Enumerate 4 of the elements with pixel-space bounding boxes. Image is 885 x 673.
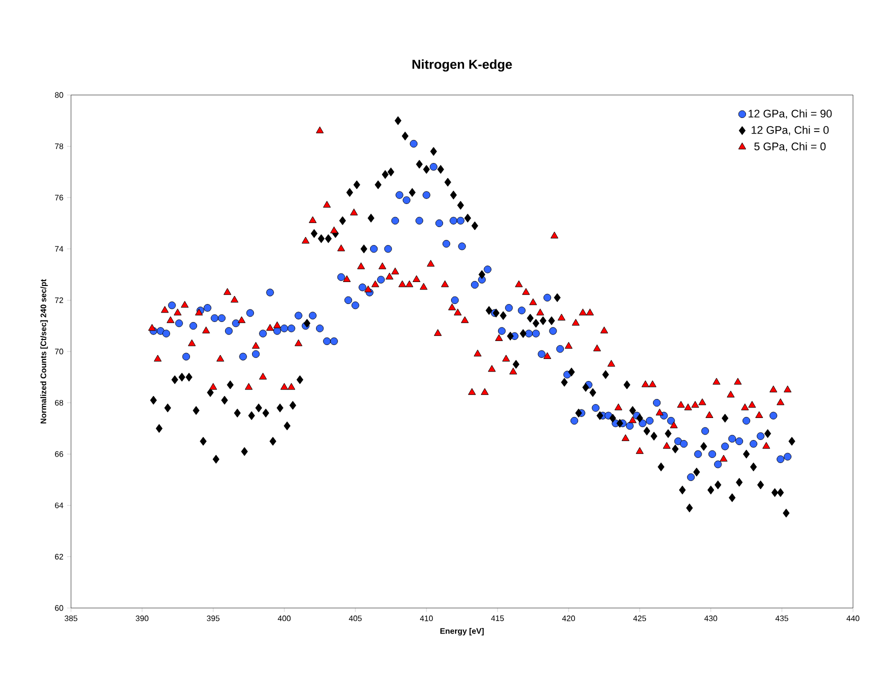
legend-label: 5 GPa, Chi = 0 — [754, 142, 826, 152]
chart-title: Nitrogen K-edge — [412, 59, 512, 72]
legend-label: 12 GPa, Chi = 90 — [748, 109, 832, 119]
legend-label: 12 GPa, Chi = 0 — [752, 126, 829, 136]
